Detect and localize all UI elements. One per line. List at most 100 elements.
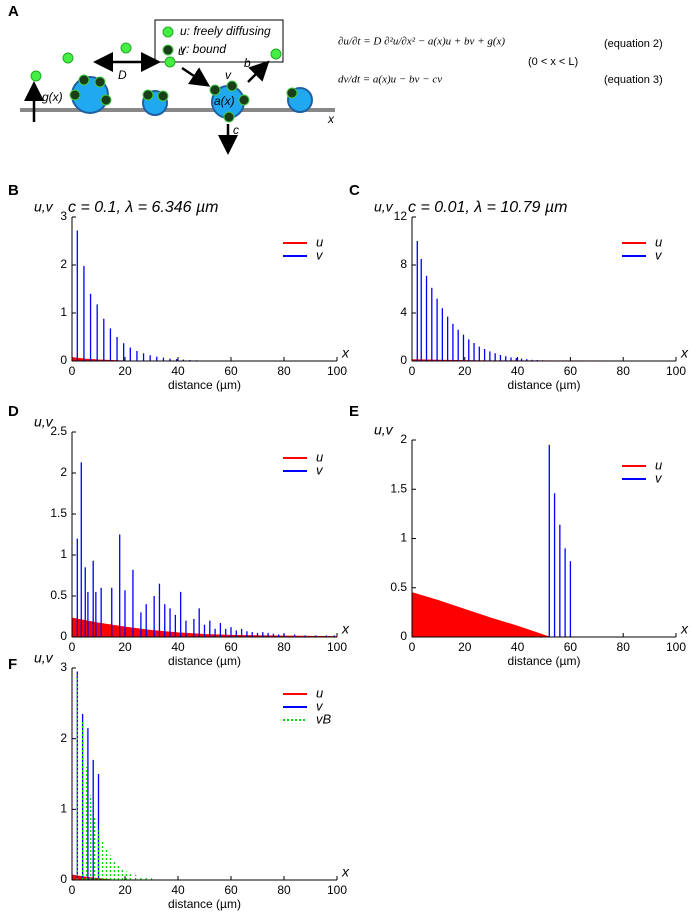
y-label: u,v [34,650,54,666]
x-label: distance (µm) [168,897,241,911]
y-tick-label: 0 [60,872,67,886]
x-tick-label: 0 [409,640,416,654]
y-label: u,v [34,414,54,430]
x-tick-label: 80 [277,883,291,897]
free [30,42,282,82]
legend-label: u [316,234,323,249]
x-tick-label: 60 [564,640,578,654]
label: u [178,44,185,58]
x-tick-label: 40 [511,640,525,654]
panel-a: A u: freely diffusing v: bound g(x) D u … [8,3,663,155]
x-symbol: x [341,345,350,361]
legend-text: u: freely diffusing [180,24,271,38]
legend-label: u [316,449,323,464]
legend-label: u [655,457,662,472]
y-tick-label: 3 [60,209,67,223]
domain: (0 < x < L) [528,56,578,68]
x-tick-label: 100 [666,364,686,378]
panel-letter: B [8,182,19,199]
y-tick-label: 3 [60,660,67,674]
x-tick-label: 0 [69,364,76,378]
x-tick-label: 20 [458,640,472,654]
y-tick-label: 1 [400,531,407,545]
y-tick-label: 2 [60,257,67,271]
legend-label: vB [316,711,332,726]
y-label: u,v [374,422,394,438]
legend-label: v [316,698,324,713]
legend-label: v [316,462,324,477]
chart-title: c = 0.1, λ = 6.346 µm [68,199,219,216]
label: b [244,56,251,70]
y-tick-label: 1.5 [50,506,67,520]
legend-box [154,19,284,63]
x-symbol: x [680,621,689,637]
legend-label: v [655,247,663,262]
area [71,874,337,881]
panel-letter: E [349,403,359,420]
y-tick-label: 1 [60,547,67,561]
x-label: distance (µm) [168,378,241,392]
y-label: u,v [374,199,394,215]
area [71,357,337,362]
x-tick-label: 60 [224,883,238,897]
label: a(x) [214,94,235,108]
x-tick-label: 60 [224,640,238,654]
x-symbol: x [341,621,350,637]
x-tick-label: 100 [327,883,347,897]
y-tick-label: 2.5 [50,424,67,438]
label: D [118,68,127,82]
y-tick-label: 0 [60,353,67,367]
panel-letter: A [8,3,19,20]
x-tick-label: 60 [564,364,578,378]
x-tick-label: 80 [617,364,631,378]
x-symbol: x [680,345,689,361]
arrows [24,52,270,155]
x-tick-label: 0 [409,364,416,378]
y-tick-label: 4 [400,305,407,319]
legend-label: v [655,470,663,485]
y-tick-label: 12 [394,209,408,223]
x-label: distance (µm) [508,378,581,392]
legend-label: u [655,234,662,249]
label: x [327,112,335,126]
y-tick-label: 8 [400,257,407,271]
x-tick-label: 100 [327,640,347,654]
y-tick-label: 2 [60,731,67,745]
panel-letter: D [8,403,19,420]
equation: dv/dt = a(x)u − bv − cv [338,74,442,86]
x-tick-label: 20 [118,883,132,897]
panel-letter: F [8,656,17,673]
y-tick-label: 1.5 [390,481,407,495]
bound [69,74,298,123]
y-tick-label: 0 [400,629,407,643]
y-tick-label: 0 [400,353,407,367]
y-tick-label: 1 [60,802,67,816]
x-tick-label: 40 [171,640,185,654]
legend-label: v [316,247,324,262]
x-tick-label: 0 [69,640,76,654]
y-tick-label: 2 [400,432,407,446]
x-tick-label: 0 [69,883,76,897]
panel-letter: C [349,182,360,199]
x-tick-label: 100 [666,640,686,654]
x-tick-label: 80 [277,364,291,378]
x-label: distance (µm) [508,654,581,668]
x-tick-label: 80 [277,640,291,654]
x-tick-label: 20 [458,364,472,378]
x-tick-label: 100 [327,364,347,378]
legend-text: v: bound [180,42,226,56]
equation-tag: (equation 3) [604,74,663,86]
y-tick-label: 1 [60,305,67,319]
x-tick-label: 20 [118,364,132,378]
equation-tag: (equation 2) [604,38,663,50]
y-tick-label: 0.5 [50,588,67,602]
x-tick-label: 20 [118,640,132,654]
y-tick-label: 2 [60,465,67,479]
label: g(x) [42,90,63,104]
label: v [225,68,232,82]
icon [162,44,174,56]
x-label: distance (µm) [168,654,241,668]
icon [162,26,174,38]
x-tick-label: 40 [511,364,525,378]
